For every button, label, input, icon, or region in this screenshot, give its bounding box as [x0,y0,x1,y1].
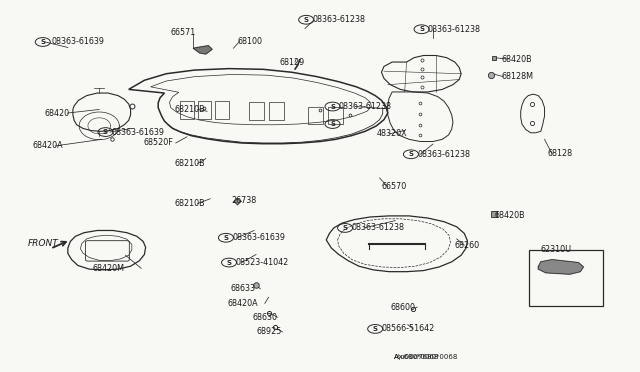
Text: 68925: 68925 [256,327,282,336]
Text: 68100: 68100 [237,37,262,46]
Text: 68630: 68630 [252,313,277,322]
Text: 68420B: 68420B [502,55,532,64]
Text: 48320X: 48320X [376,129,407,138]
Text: 08566-51642: 08566-51642 [381,324,435,333]
Polygon shape [193,46,212,54]
Text: 68420B: 68420B [494,211,525,220]
Text: 68128: 68128 [547,150,572,158]
Text: S: S [223,235,228,241]
Text: 68260: 68260 [455,241,480,250]
Text: 62310U: 62310U [540,245,572,254]
Text: 68129: 68129 [279,58,305,67]
Text: S: S [419,26,424,32]
Text: S: S [372,326,378,332]
Text: 68420A: 68420A [33,141,63,150]
Text: S: S [408,151,413,157]
Text: 08363-61238: 08363-61238 [417,150,470,159]
Text: 68520F: 68520F [143,138,173,147]
Text: 68600: 68600 [390,302,415,311]
Text: 68210B: 68210B [175,159,205,168]
Text: 68633: 68633 [231,284,256,293]
Text: A×680*0068: A×680*0068 [394,355,440,360]
Text: S: S [342,225,348,231]
Text: S: S [103,129,108,135]
Text: 68128M: 68128M [502,72,534,81]
Text: 68420: 68420 [44,109,69,118]
Text: 08363-61639: 08363-61639 [232,233,285,242]
Text: 08363-61639: 08363-61639 [112,128,164,137]
Text: 08363-61238: 08363-61238 [428,25,481,34]
Text: 08523-41042: 08523-41042 [236,258,289,267]
Text: 68210B: 68210B [175,199,205,208]
Text: S: S [330,103,335,109]
Text: 68420A: 68420A [227,299,258,308]
Text: S: S [330,121,335,127]
Text: 68210B: 68210B [175,105,205,114]
Text: 08363-61238: 08363-61238 [312,15,365,24]
Text: 68420M: 68420M [93,264,125,273]
Polygon shape [538,260,584,274]
Text: FRONT: FRONT [28,239,58,248]
Text: A\u00d7680*0068: A\u00d7680*0068 [394,355,458,360]
Text: 26738: 26738 [231,196,256,205]
Polygon shape [295,59,300,69]
Text: 08363-61238: 08363-61238 [339,102,392,111]
Text: S: S [40,39,45,45]
Text: 66570: 66570 [381,182,406,191]
Text: S: S [227,260,232,266]
Text: S: S [304,17,308,23]
Text: 08363-61639: 08363-61639 [52,38,104,46]
Text: 08363-61238: 08363-61238 [351,224,404,232]
Text: 66571: 66571 [171,28,196,37]
